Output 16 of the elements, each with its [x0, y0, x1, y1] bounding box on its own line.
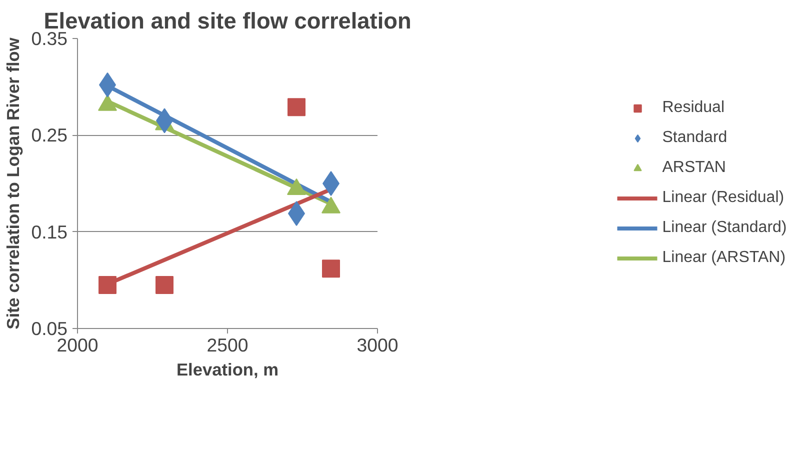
y-tick-label: 0.25 — [31, 124, 68, 146]
x-tick-label: 3000 — [356, 334, 398, 356]
point — [288, 98, 306, 116]
point — [98, 276, 116, 294]
x-tick-label: 2500 — [206, 334, 248, 356]
legend-label: ARSTAN — [662, 159, 726, 177]
point — [156, 276, 174, 294]
legend-label: Linear (Residual) — [662, 189, 784, 207]
legend-label: Linear (Standard) — [662, 219, 787, 237]
point — [322, 260, 340, 278]
y-tick-label: 0.15 — [31, 221, 68, 242]
y-axis-title: Site correlation to Logan River flow — [3, 37, 24, 330]
legend-label: Standard — [662, 129, 728, 147]
legend-label: Residual — [662, 99, 725, 117]
legend-label: Linear (ARSTAN) — [662, 249, 786, 267]
x-axis-title: Elevation, m — [176, 360, 279, 380]
